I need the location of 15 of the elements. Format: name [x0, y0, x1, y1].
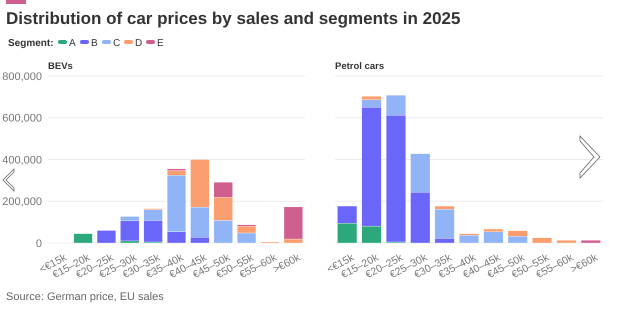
legend-label: C — [113, 38, 120, 49]
legend-label: A — [69, 38, 76, 49]
chart-subtitle: BEVs — [48, 61, 73, 72]
source-note: Source: German price, EU sales — [6, 291, 164, 303]
legend-title: Segment: — [8, 38, 54, 49]
chart-title: Petrol cars — [335, 61, 384, 72]
y-tick-label: 600,000 — [2, 112, 42, 125]
y-tick-label: 400,000 — [2, 154, 42, 166]
y-tick-label: 200,000 — [2, 196, 42, 208]
chart-title: Distribution of car prices by sales and segments in 2025 — [6, 9, 460, 28]
y-tick-label: 0 — [36, 238, 42, 250]
legend-label: E — [157, 38, 164, 49]
legend-label: B — [91, 38, 98, 49]
y-tick-label: 800,000 — [2, 70, 42, 83]
legend-label: D — [135, 38, 142, 49]
